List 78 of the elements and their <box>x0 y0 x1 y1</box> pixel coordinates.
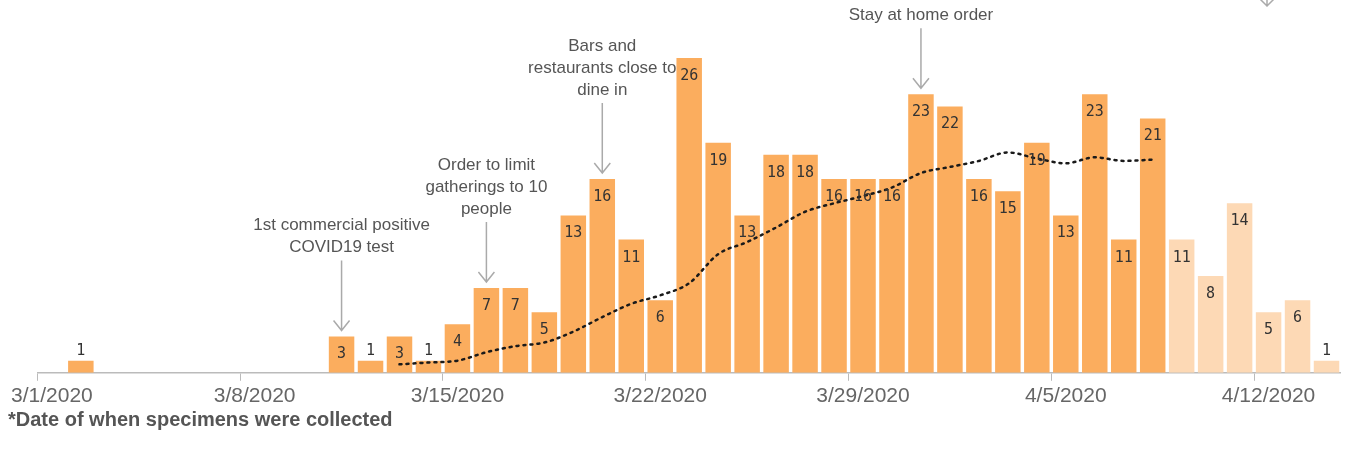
data-label: 19 <box>709 150 728 169</box>
bar <box>995 191 1021 373</box>
bar <box>763 154 789 373</box>
data-label: 5 <box>1264 320 1274 339</box>
x-tick-label: 3/22/2020 <box>613 383 707 407</box>
bar <box>502 288 529 373</box>
data-label: 16 <box>853 186 873 205</box>
text: Stay at home order <box>848 5 994 25</box>
bar <box>1053 215 1079 373</box>
data-label: 5 <box>539 320 549 339</box>
bar <box>1197 275 1224 373</box>
data-label: 1 <box>366 340 376 359</box>
data-label: 19 <box>1027 150 1046 169</box>
bar <box>1226 203 1253 373</box>
bar <box>328 336 355 373</box>
bar <box>618 239 644 373</box>
data-label: 21 <box>1143 126 1162 145</box>
data-label: 6 <box>655 308 665 327</box>
data-label: 11 <box>1114 247 1133 266</box>
data-label: 13 <box>1056 223 1075 242</box>
data-label: 7 <box>481 295 491 314</box>
data-label: 16 <box>825 186 844 205</box>
bar <box>705 142 731 373</box>
bar <box>1110 239 1137 373</box>
x-tick-label: 3/29/2020 <box>816 383 910 407</box>
annotation: Bars and restaurants close to dine in <box>528 36 677 100</box>
data-label: 23 <box>911 102 930 121</box>
data-label: 11 <box>622 247 641 266</box>
bar <box>879 179 905 373</box>
data-label: 23 <box>1085 102 1104 121</box>
x-tick-label: 3/1/2020 <box>11 383 93 407</box>
data-label: 1 <box>423 340 433 359</box>
data-label: 8 <box>1206 283 1216 302</box>
bar <box>589 179 616 373</box>
data-label: 13 <box>564 223 583 242</box>
x-tick-label: 3/8/2020 <box>213 383 296 407</box>
data-label: 3 <box>394 344 405 363</box>
data-label: 16 <box>969 186 988 205</box>
data-label: 16 <box>593 186 612 205</box>
bar <box>1284 300 1311 373</box>
data-label: 13 <box>738 223 757 242</box>
bar <box>850 179 876 373</box>
bar <box>676 58 702 373</box>
bar <box>908 94 934 373</box>
data-label: 3 <box>337 344 347 363</box>
text: *Date of when specimens were collected <box>8 408 394 431</box>
bar <box>821 179 847 373</box>
data-label: 22 <box>940 114 959 133</box>
bar <box>68 360 94 373</box>
bar <box>473 288 500 373</box>
data-label: 1 <box>1322 340 1332 359</box>
data-label: 16 <box>882 186 902 205</box>
data-label: 18 <box>767 162 786 181</box>
data-label: 4 <box>452 332 462 351</box>
bar <box>1168 239 1195 373</box>
bar <box>1255 312 1282 373</box>
bar <box>937 106 963 373</box>
data-label: 14 <box>1230 211 1249 230</box>
bar <box>444 324 471 373</box>
bar <box>1024 142 1050 373</box>
x-tick-label: 3/15/2020 <box>410 383 505 407</box>
bar <box>560 215 587 373</box>
data-label: 18 <box>796 162 815 181</box>
bar <box>1139 118 1166 373</box>
data-label: 7 <box>510 295 520 314</box>
data-label: 11 <box>1172 247 1191 266</box>
bar <box>1082 94 1108 373</box>
bar <box>966 179 992 373</box>
x-tick-label: 4/5/2020 <box>1024 383 1107 407</box>
bar <box>792 154 818 373</box>
data-label: 26 <box>680 65 699 84</box>
bar <box>531 312 558 373</box>
x-tick-label: 4/12/2020 <box>1221 383 1316 407</box>
data-label: 15 <box>998 199 1017 218</box>
bar <box>647 300 673 373</box>
data-label: 1 <box>76 340 86 359</box>
bar <box>734 215 760 373</box>
data-label: 6 <box>1293 308 1303 327</box>
